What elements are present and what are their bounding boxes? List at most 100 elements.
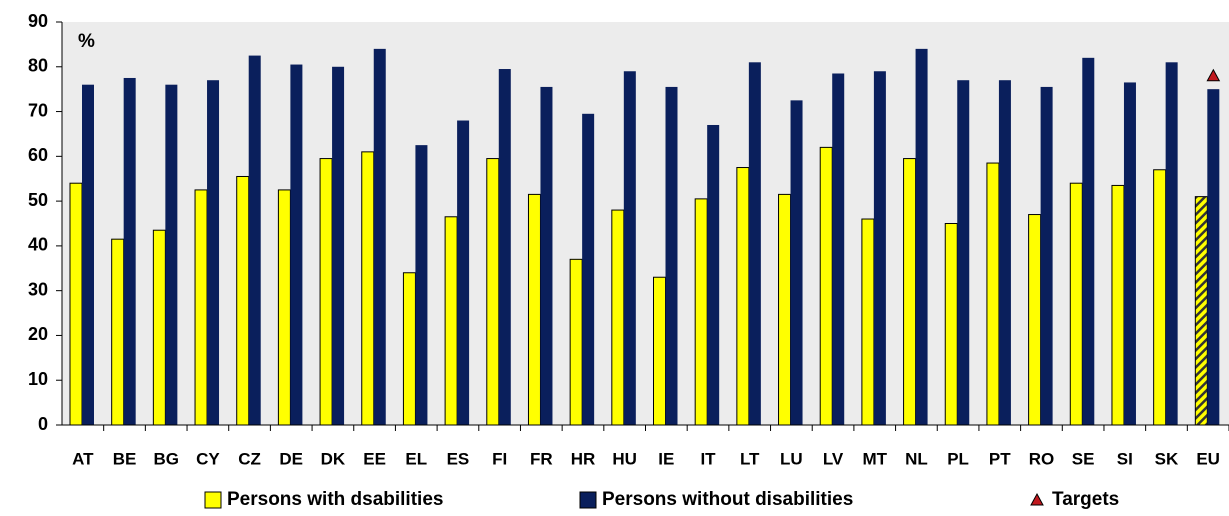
bar — [207, 80, 220, 425]
legend-label: Persons without disabilities — [602, 489, 853, 510]
x-tick-label: LU — [780, 449, 803, 468]
x-tick-label: SI — [1117, 449, 1133, 468]
bar — [998, 80, 1011, 425]
y-tick-label: 0 — [38, 414, 48, 434]
bar — [819, 146, 833, 426]
y-tick-label: 90 — [28, 11, 48, 31]
bar — [69, 182, 83, 426]
x-tick-label: NL — [905, 449, 928, 468]
legend-label: Targets — [1052, 489, 1119, 510]
x-tick-label: PT — [989, 449, 1011, 468]
bar — [944, 223, 958, 426]
x-tick-label: DE — [279, 449, 303, 468]
bar — [111, 238, 125, 426]
x-tick-label: CY — [196, 449, 220, 468]
legend-swatch — [579, 491, 597, 509]
bar — [361, 151, 375, 426]
bar — [82, 84, 94, 425]
x-tick-label: EE — [363, 449, 386, 468]
bar — [236, 175, 250, 426]
y-tick-label: 80 — [28, 56, 48, 76]
bar — [569, 258, 583, 426]
y-tick-label: 40 — [28, 235, 48, 255]
bar — [444, 216, 458, 426]
bar — [402, 272, 416, 426]
x-tick-label: FR — [530, 449, 553, 468]
bar — [277, 189, 291, 426]
target-marker — [1206, 68, 1221, 82]
bar — [332, 66, 345, 426]
x-tick-label: PL — [947, 449, 969, 468]
bar — [152, 229, 166, 426]
legend-label: Persons with dsabilities — [227, 489, 443, 510]
x-tick-label: HR — [571, 449, 596, 468]
bar — [1028, 214, 1042, 426]
x-tick-label: RO — [1029, 449, 1055, 468]
bar — [1111, 184, 1125, 426]
bar — [486, 158, 500, 426]
y-tick-label: 60 — [28, 145, 48, 165]
bar — [653, 276, 666, 426]
bar — [790, 100, 803, 425]
bar — [694, 198, 708, 426]
bar — [123, 77, 136, 425]
bar — [903, 158, 917, 426]
bar — [1153, 169, 1167, 426]
x-tick-label: BG — [153, 449, 179, 468]
x-tick-label: DK — [321, 449, 346, 468]
bar — [873, 71, 886, 425]
bar — [290, 64, 303, 426]
bar — [986, 162, 1000, 426]
x-tick-label: FI — [492, 449, 507, 468]
bar — [248, 55, 261, 425]
legend-swatch — [1030, 492, 1044, 506]
bar — [1040, 86, 1053, 425]
bar — [527, 193, 541, 426]
bar — [1194, 196, 1208, 426]
bar — [915, 48, 928, 425]
bar — [736, 167, 750, 426]
legend-swatch — [204, 491, 222, 509]
bar — [957, 80, 970, 425]
x-tick-label: SK — [1155, 449, 1179, 468]
bar — [165, 84, 178, 425]
bar — [832, 73, 845, 425]
x-tick-label: CZ — [238, 449, 261, 468]
x-tick-label: LT — [740, 449, 760, 468]
x-tick-label: BE — [113, 449, 137, 468]
bar — [1207, 89, 1220, 426]
bar — [1082, 57, 1095, 425]
bar — [498, 69, 511, 426]
bar — [415, 145, 428, 425]
bar — [1069, 182, 1083, 426]
x-tick-label: HU — [612, 449, 637, 468]
y-tick-label: 50 — [28, 190, 48, 210]
y-tick-label: 10 — [28, 369, 48, 389]
bar — [665, 86, 678, 425]
y-tick-label: 20 — [28, 324, 48, 344]
x-tick-label: IT — [700, 449, 716, 468]
bar — [861, 218, 875, 426]
bar — [1123, 82, 1136, 425]
bar — [1165, 62, 1178, 426]
x-tick-label: LV — [823, 449, 844, 468]
bar — [540, 86, 553, 425]
bar — [611, 209, 625, 426]
bar — [373, 48, 386, 425]
x-tick-label: EL — [405, 449, 427, 468]
y-tick-label: 70 — [28, 100, 48, 120]
bar — [319, 158, 333, 426]
bar — [623, 71, 636, 425]
x-tick-label: ES — [447, 449, 470, 468]
x-tick-label: AT — [72, 449, 94, 468]
bar — [707, 124, 720, 425]
bar — [778, 193, 792, 426]
bar — [748, 62, 761, 426]
bar — [582, 113, 595, 426]
bar — [457, 120, 470, 425]
unit-annotation: % — [78, 31, 95, 52]
x-tick-label: SE — [1072, 449, 1095, 468]
x-tick-label: EU — [1196, 449, 1220, 468]
x-tick-label: MT — [862, 449, 887, 468]
